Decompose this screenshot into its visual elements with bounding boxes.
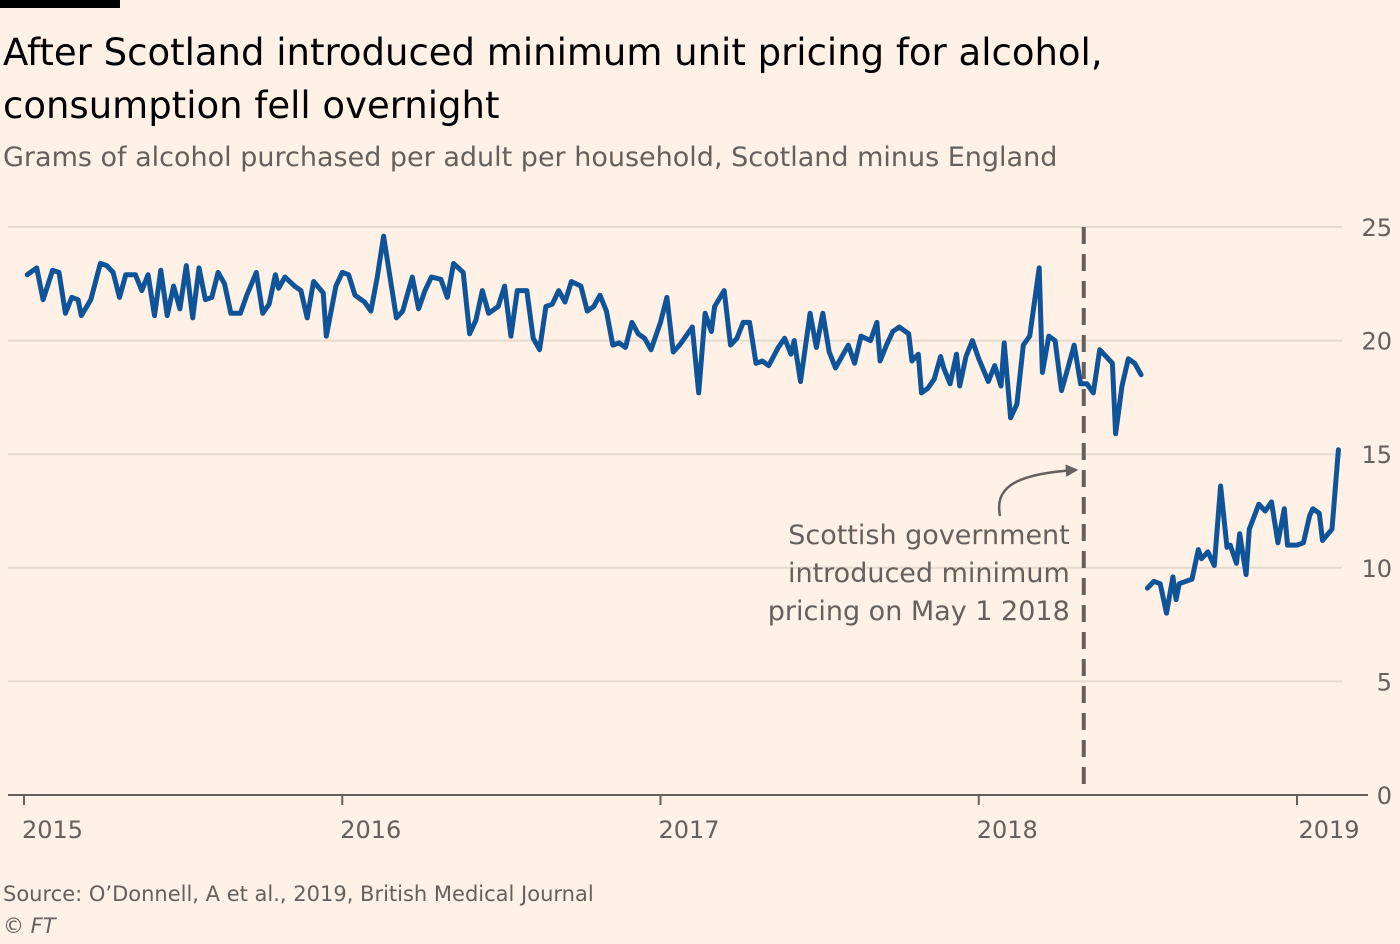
x-tick-label-2019: 2019 (1298, 816, 1359, 844)
annotation-line-1: Scottish government (788, 520, 1070, 551)
line-chart: 0 5 10 15 20 25 2015 2016 2017 2018 2019 Scottish g… (8, 214, 1392, 844)
chart-title: After Scotland introduced minimum unit p… (3, 31, 1103, 127)
annotation-line-2: introduced minimum (788, 558, 1070, 589)
x-tick-label-2016: 2016 (340, 816, 401, 844)
x-tick-label-2017: 2017 (659, 816, 720, 844)
y-tick-label-15: 15 (1361, 441, 1392, 469)
y-tick-label-10: 10 (1361, 555, 1392, 583)
series-line-segment-2 (1144, 447, 1341, 616)
y-tick-label-20: 20 (1361, 328, 1392, 356)
y-tick-label-0: 0 (1377, 782, 1392, 810)
chart-subtitle: Grams of alcohol purchased per adult per… (3, 142, 1058, 173)
y-tick-label-25: 25 (1361, 214, 1392, 242)
annotation-line-3: pricing on May 1 2018 (768, 596, 1070, 627)
x-tick-label-2018: 2018 (977, 816, 1038, 844)
series-line-segment-1 (24, 233, 1144, 437)
y-tick-label-5: 5 (1377, 668, 1392, 696)
x-tick-label-2015: 2015 (22, 816, 83, 844)
source-note: Source: O’Donnell, A et al., 2019, Briti… (3, 882, 594, 906)
annotation-arrow (997, 464, 1079, 517)
ft-credit: © FT (3, 914, 56, 938)
ft-accent-bar (0, 0, 120, 8)
